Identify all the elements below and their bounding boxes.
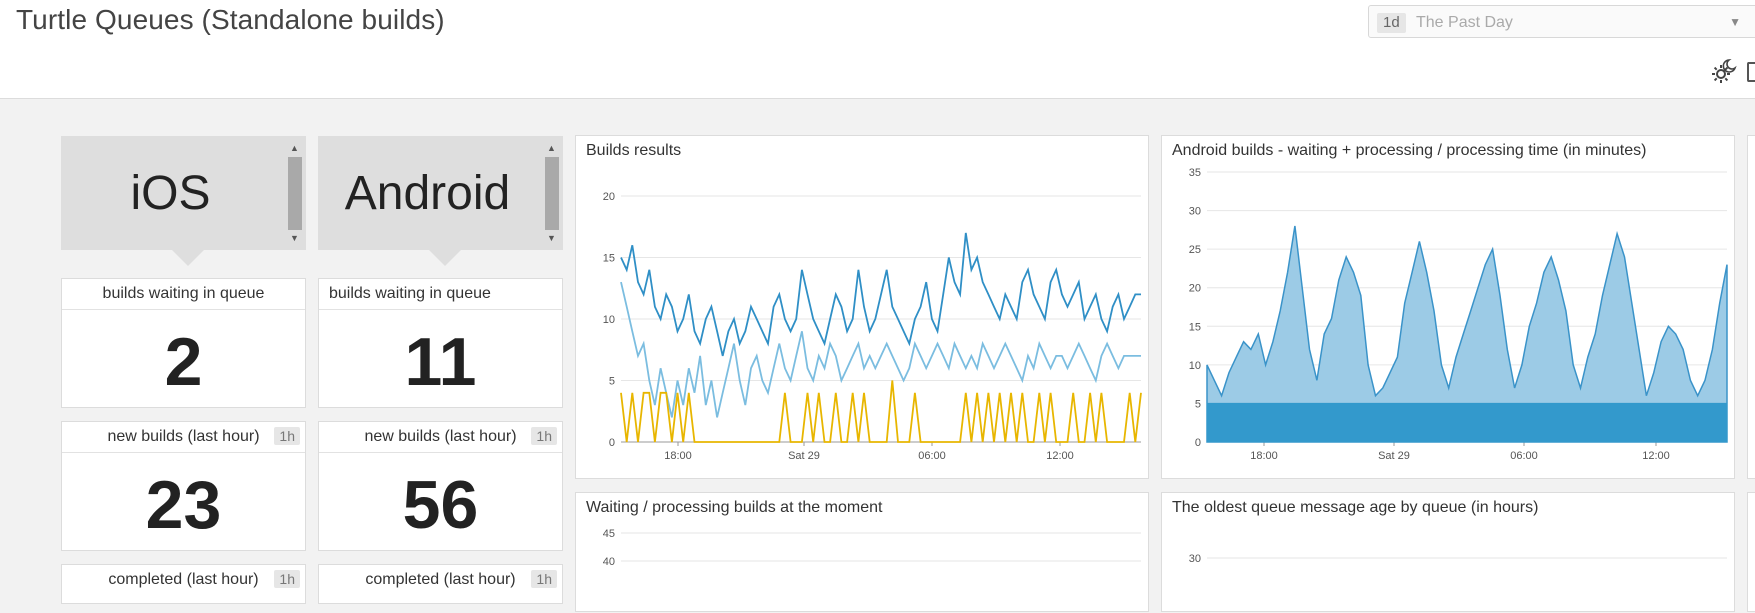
note-android-scrollbar[interactable]: ▲ ▼ xyxy=(543,139,561,247)
divider xyxy=(319,452,562,453)
widget-title: completed (last hour) xyxy=(365,571,516,588)
y-tick-label: 25 xyxy=(1189,244,1201,256)
panel-title: Android builds - waiting + processing / … xyxy=(1172,142,1647,159)
widget-value: 2 xyxy=(164,324,203,400)
line-series-1 xyxy=(620,281,1141,418)
builds-results-panel[interactable]: Builds results 0 5 10 15 20 18:00 Sat 29 06:00 1… xyxy=(575,135,1149,479)
note-ios-label: iOS xyxy=(130,167,211,220)
scroll-up-icon[interactable]: ▲ xyxy=(547,143,556,153)
y-tick-label: 15 xyxy=(1189,321,1201,333)
waiting-processing-chart: 40 45 xyxy=(603,528,1141,568)
android-waiting-widget[interactable]: builds waiting in queue 11 xyxy=(318,278,563,408)
y-tick-label: 10 xyxy=(1189,360,1201,372)
y-tick-label: 15 xyxy=(603,253,615,265)
widget-value: 56 xyxy=(402,467,479,543)
note-ios-scrollbar[interactable]: ▲ ▼ xyxy=(286,139,304,247)
waiting-processing-panel[interactable]: Waiting / processing builds at the momen… xyxy=(575,492,1149,612)
divider xyxy=(62,452,305,453)
widget-title: new builds (last hour) xyxy=(364,428,517,445)
y-tick-label: 0 xyxy=(1195,437,1201,449)
panel-title: Waiting / processing builds at the momen… xyxy=(586,499,883,516)
timeframe-badge: 1h xyxy=(274,427,300,445)
x-tick-label: 12:00 xyxy=(1642,450,1670,462)
android-waiting-chart: 0 5 10 15 20 25 30 35 18:00 Sat 29 06:00 12:00 xyxy=(1189,167,1728,462)
scrollbar-thumb[interactable] xyxy=(288,157,302,230)
x-tick-label: Sat 29 xyxy=(1378,450,1410,462)
note-android: Android ▲ ▼ xyxy=(318,136,563,266)
time-range-value: The Past Day xyxy=(1416,14,1513,31)
divider xyxy=(62,309,305,310)
panel-title: The oldest queue message age by queue (i… xyxy=(1172,499,1539,516)
oldest-queue-chart: 30 xyxy=(1189,553,1727,565)
line-series-0 xyxy=(620,232,1141,357)
x-tick-label: Sat 29 xyxy=(788,450,820,462)
x-tick-label: 12:00 xyxy=(1046,450,1074,462)
scroll-up-icon[interactable]: ▲ xyxy=(290,143,299,153)
line-series-2 xyxy=(620,380,1142,443)
widget-title: builds waiting in queue xyxy=(102,285,265,302)
scroll-down-icon[interactable]: ▼ xyxy=(547,233,556,243)
time-range-badge: 1d xyxy=(1377,13,1406,33)
note-pointer xyxy=(428,249,462,266)
android-waiting-panel[interactable]: Android builds - waiting + processing / … xyxy=(1161,135,1735,479)
note-ios: iOS ▲ ▼ xyxy=(61,136,306,266)
x-tick-label: 06:00 xyxy=(918,450,946,462)
y-tick-label: 20 xyxy=(603,191,615,203)
timeframe-badge: 1h xyxy=(531,570,557,588)
y-tick-label: 5 xyxy=(1195,398,1201,410)
y-tick-label: 20 xyxy=(1189,283,1201,295)
panel-title: Builds results xyxy=(586,142,682,159)
timeframe-badge: 1h xyxy=(531,427,557,445)
x-tick-label: 18:00 xyxy=(664,450,692,462)
gear-moon-icon[interactable] xyxy=(1708,57,1738,87)
ios-new-builds-widget[interactable]: new builds (last hour) 1h 23 xyxy=(61,421,306,551)
widget-value: 23 xyxy=(145,467,222,543)
y-tick-label: 10 xyxy=(603,314,615,326)
time-range-picker[interactable]: 1d The Past Day ▼ xyxy=(1368,5,1755,38)
widget-title: builds waiting in queue xyxy=(329,285,491,302)
y-tick-label: 35 xyxy=(1189,167,1201,179)
display-icon[interactable] xyxy=(1747,62,1755,82)
dashboard-header: Turtle Queues (Standalone builds) 1d The… xyxy=(0,0,1755,99)
y-tick-label: 45 xyxy=(603,528,615,540)
x-tick-label: 06:00 xyxy=(1510,450,1538,462)
scrollbar-thumb[interactable] xyxy=(545,157,559,230)
area-series-0 xyxy=(1206,225,1728,443)
page-title: Turtle Queues (Standalone builds) xyxy=(16,4,445,35)
timeframe-badge: 1h xyxy=(274,570,300,588)
chevron-down-icon: ▼ xyxy=(1729,15,1741,29)
divider xyxy=(319,309,562,310)
oldest-queue-panel[interactable]: The oldest queue message age by queue (i… xyxy=(1161,492,1735,612)
edge-panel-bottom[interactable] xyxy=(1747,492,1755,612)
note-pointer xyxy=(171,249,205,266)
x-tick-label: 18:00 xyxy=(1250,450,1278,462)
scroll-down-icon[interactable]: ▼ xyxy=(290,233,299,243)
widget-value: 11 xyxy=(404,324,477,400)
android-new-builds-widget[interactable]: new builds (last hour) 1h 56 xyxy=(318,421,563,551)
area-series-1 xyxy=(1206,402,1728,443)
widget-title: new builds (last hour) xyxy=(107,428,260,445)
y-tick-label: 0 xyxy=(609,437,615,449)
y-tick-label: 5 xyxy=(609,376,615,388)
note-android-label: Android xyxy=(344,167,511,220)
ios-waiting-widget[interactable]: builds waiting in queue 2 xyxy=(61,278,306,408)
widget-title: completed (last hour) xyxy=(108,571,259,588)
edge-panel-top[interactable] xyxy=(1747,135,1755,479)
builds-results-chart: 0 5 10 15 20 18:00 Sat 29 06:00 12:00 xyxy=(603,191,1142,462)
android-completed-widget[interactable]: completed (last hour) 1h xyxy=(318,564,563,604)
ios-completed-widget[interactable]: completed (last hour) 1h xyxy=(61,564,306,604)
y-tick-label: 40 xyxy=(603,556,615,568)
y-tick-label: 30 xyxy=(1189,553,1201,565)
y-tick-label: 30 xyxy=(1189,206,1201,218)
